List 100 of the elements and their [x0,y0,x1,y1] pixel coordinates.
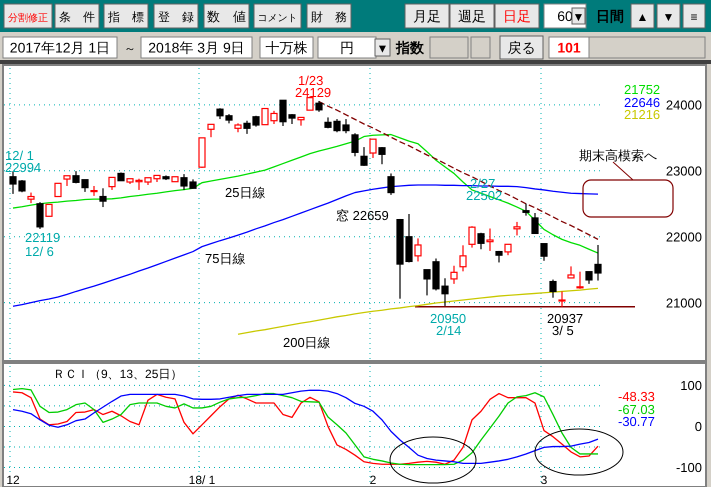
text: ▼ [572,10,584,24]
candlestick [36,202,44,230]
candlestick [315,100,323,112]
x-tick-label: 3 [540,473,548,487]
y-tick-label: -100 [676,460,702,476]
text: 条 件 [59,10,95,24]
candlestick [594,244,602,282]
candlestick [288,114,296,125]
text: 戻る [508,40,536,56]
candlestick [486,228,494,252]
text: ▼ [376,42,388,56]
candlestick [504,244,512,256]
candlestick [477,232,485,250]
candlestick [81,179,89,193]
candlestick [108,176,116,191]
candlestick [522,203,530,216]
candlestick [243,120,251,134]
candlestick [54,182,62,198]
candlestick [333,118,341,133]
text: 円 [340,40,354,56]
candlestick [468,226,476,248]
candlestick [306,96,314,112]
candlestick [387,172,395,196]
series-label: 200日線 [283,335,331,350]
candlestick [45,204,53,217]
candlestick [360,146,368,166]
candlestick [27,192,35,204]
series-label: 25日線 [225,185,266,200]
x-tick-label: 18/ 1 [188,473,216,487]
candlestick [324,116,332,129]
text: 数 値 [207,9,246,24]
candlestick [279,100,287,127]
annotation: 2/14 [436,323,462,338]
candlestick [270,110,278,125]
candlestick [18,179,26,193]
candlestick [72,170,80,184]
candlestick [351,132,359,157]
annotation: 24129 [295,85,332,100]
candlestick [423,269,431,296]
text: 月足 [413,8,441,24]
text: -67.03 [618,402,655,417]
candlestick [567,266,575,279]
annotation: 12/ 6 [25,244,54,259]
annotation: 20950 [430,311,466,326]
text: 日間 [596,8,624,24]
candlestick [342,118,350,134]
candlestick [558,290,566,308]
text: 分割修正 [8,12,48,24]
text: 2018年 3月 9日 [148,40,245,56]
text: 指 標 [107,10,144,24]
annotation: 20937 [547,311,584,326]
candlestick [576,271,584,290]
text: 財 務 [311,10,347,24]
chart-title: ＲＣＩ（9、13、25日） [53,367,182,381]
y-tick-label: 21000 [666,295,702,310]
candlestick [585,271,593,284]
candlestick [369,138,377,159]
annotation: 12/ 1 [5,148,34,163]
text: 週足 [458,8,486,24]
series-label: 75日線 [205,251,246,266]
candlestick [531,212,539,234]
text: 指数 [395,40,425,56]
text: 21216 [624,107,660,122]
candlestick [540,243,548,262]
x-tick-label: 2 [370,473,377,487]
candlestick [441,278,449,307]
text: 22646 [624,95,660,110]
candlestick [216,108,224,120]
text: 2017年12月 1日 [10,40,110,56]
candlestick [9,170,17,194]
candlestick [414,238,422,262]
text: 十万株 [266,40,308,56]
annotation: 1/23 [298,73,324,88]
text: 101 [557,40,581,56]
annotation: 22994 [5,160,42,175]
annotation: 期末高模索へ [579,148,657,163]
candlestick [450,265,458,284]
candlestick [207,124,215,138]
candlestick [261,108,269,126]
annotation: 窓 22659 [336,208,389,223]
y-tick-label: 23000 [666,164,702,179]
candlestick [99,188,107,208]
candlestick [135,178,143,191]
y-tick-label: 0 [694,419,702,434]
annotation: 22119 [25,230,60,245]
candlestick [549,278,557,298]
candlestick [378,146,386,165]
text: ≡ [690,10,698,24]
y-tick-label: 22000 [666,229,702,244]
y-tick-label: 24000 [666,98,702,113]
text: ～ [124,42,136,56]
x-tick-label: 12 [6,473,20,487]
text: ▲ [636,10,648,24]
text: 登 録 [158,10,194,24]
candlestick [180,174,188,191]
text: -48.33 [618,389,655,404]
candlestick [90,185,98,196]
text: 21752 [624,82,660,97]
text: コメント [258,13,298,24]
candlestick [63,175,71,187]
